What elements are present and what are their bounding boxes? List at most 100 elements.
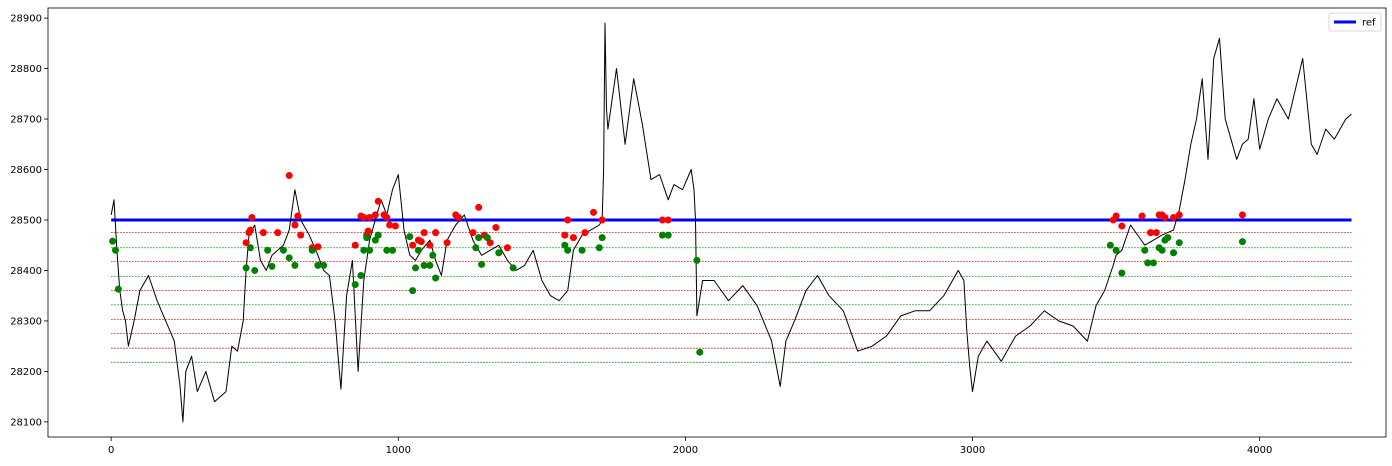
y-tick-label: 28200 <box>10 367 42 378</box>
sell-point <box>259 229 267 237</box>
sell-point <box>386 221 394 229</box>
sell-point <box>598 216 606 224</box>
buy-point <box>664 231 672 239</box>
buy-point <box>598 234 606 242</box>
buy-point <box>432 274 440 282</box>
sell-point <box>1147 229 1155 237</box>
buy-point <box>374 231 382 239</box>
sell-point <box>492 224 500 232</box>
buy-point <box>366 246 374 254</box>
buy-point <box>351 281 359 289</box>
buy-point <box>308 246 316 254</box>
points-layer <box>109 172 1246 356</box>
buy-point <box>509 264 517 272</box>
sell-point <box>581 229 589 237</box>
sell-point <box>366 213 374 221</box>
buy-point <box>360 246 368 254</box>
x-tick-label: 1000 <box>386 445 411 456</box>
plot-background <box>48 8 1386 437</box>
sell-point <box>443 239 451 247</box>
buy-point <box>409 287 417 295</box>
sell-point <box>409 241 417 249</box>
x-tick-label: 4000 <box>1247 445 1272 456</box>
buy-point <box>412 264 420 272</box>
legend: ref <box>1328 12 1382 32</box>
buy-point <box>246 244 254 252</box>
buy-point <box>1144 259 1152 267</box>
sell-point <box>590 208 598 216</box>
buy-point <box>1106 241 1114 249</box>
y-tick-label: 28400 <box>10 266 42 277</box>
buy-point <box>1149 259 1157 267</box>
buy-point <box>251 266 259 274</box>
buy-point <box>114 285 122 293</box>
y-tick-label: 28900 <box>10 14 42 25</box>
sell-point <box>360 213 368 221</box>
buy-point <box>472 244 480 252</box>
sell-point <box>1118 222 1126 230</box>
sell-point <box>561 231 569 239</box>
buy-point <box>111 246 119 254</box>
sell-point <box>664 216 672 224</box>
sell-point <box>1112 212 1120 220</box>
buy-point <box>406 233 414 241</box>
buy-point <box>1175 239 1183 247</box>
x-tick-label: 2000 <box>673 445 698 456</box>
sell-point <box>371 211 379 219</box>
buy-point <box>564 246 572 254</box>
buy-point <box>420 261 428 269</box>
buy-point <box>1170 249 1178 257</box>
buy-point <box>1118 269 1126 277</box>
sell-point <box>426 241 434 249</box>
buy-point <box>578 246 586 254</box>
sell-point <box>297 231 305 239</box>
buy-point <box>320 261 328 269</box>
price-line <box>110 22 1352 423</box>
buy-point <box>389 246 397 254</box>
buy-point <box>1141 246 1149 254</box>
sell-point <box>417 238 425 246</box>
buy-point <box>383 246 391 254</box>
x-axis: 0 1000 2000 3000 4000 <box>108 437 1272 456</box>
sell-point <box>1175 211 1183 219</box>
sell-point <box>374 197 382 205</box>
sell-point <box>564 216 572 224</box>
sell-point <box>391 222 399 230</box>
sell-point <box>658 216 666 224</box>
y-tick-label: 28300 <box>10 316 42 327</box>
sell-point <box>569 234 577 242</box>
y-tick-label: 28700 <box>10 115 42 126</box>
buy-point <box>495 249 503 257</box>
sell-point <box>420 229 428 237</box>
y-axis: 28100 28200 28300 28400 28500 28600 28700 28800… <box>10 14 48 428</box>
sell-point <box>503 244 511 252</box>
sell-point <box>246 226 254 234</box>
buy-point <box>363 234 371 242</box>
sell-point <box>455 213 463 221</box>
sell-point <box>432 229 440 237</box>
buy-point <box>291 261 299 269</box>
buy-point <box>357 271 365 279</box>
sell-point <box>1170 213 1178 221</box>
sell-point <box>469 229 477 237</box>
buy-point <box>314 261 322 269</box>
sell-point <box>475 203 483 211</box>
sell-point <box>294 212 302 220</box>
y-tick-label: 28100 <box>10 417 42 428</box>
buy-point <box>1112 246 1120 254</box>
y-tick-label: 28500 <box>10 215 42 226</box>
buy-point <box>242 264 250 272</box>
sell-point <box>1238 211 1246 219</box>
buy-point <box>696 348 704 356</box>
y-tick-label: 28600 <box>10 165 42 176</box>
buy-point <box>658 231 666 239</box>
sell-point <box>1161 213 1169 221</box>
buy-point <box>595 244 603 252</box>
buy-point <box>268 262 276 270</box>
sell-point <box>314 243 322 251</box>
sell-point <box>1152 229 1160 237</box>
sell-point <box>248 213 256 221</box>
buy-point <box>475 234 483 242</box>
sell-point <box>274 229 282 237</box>
